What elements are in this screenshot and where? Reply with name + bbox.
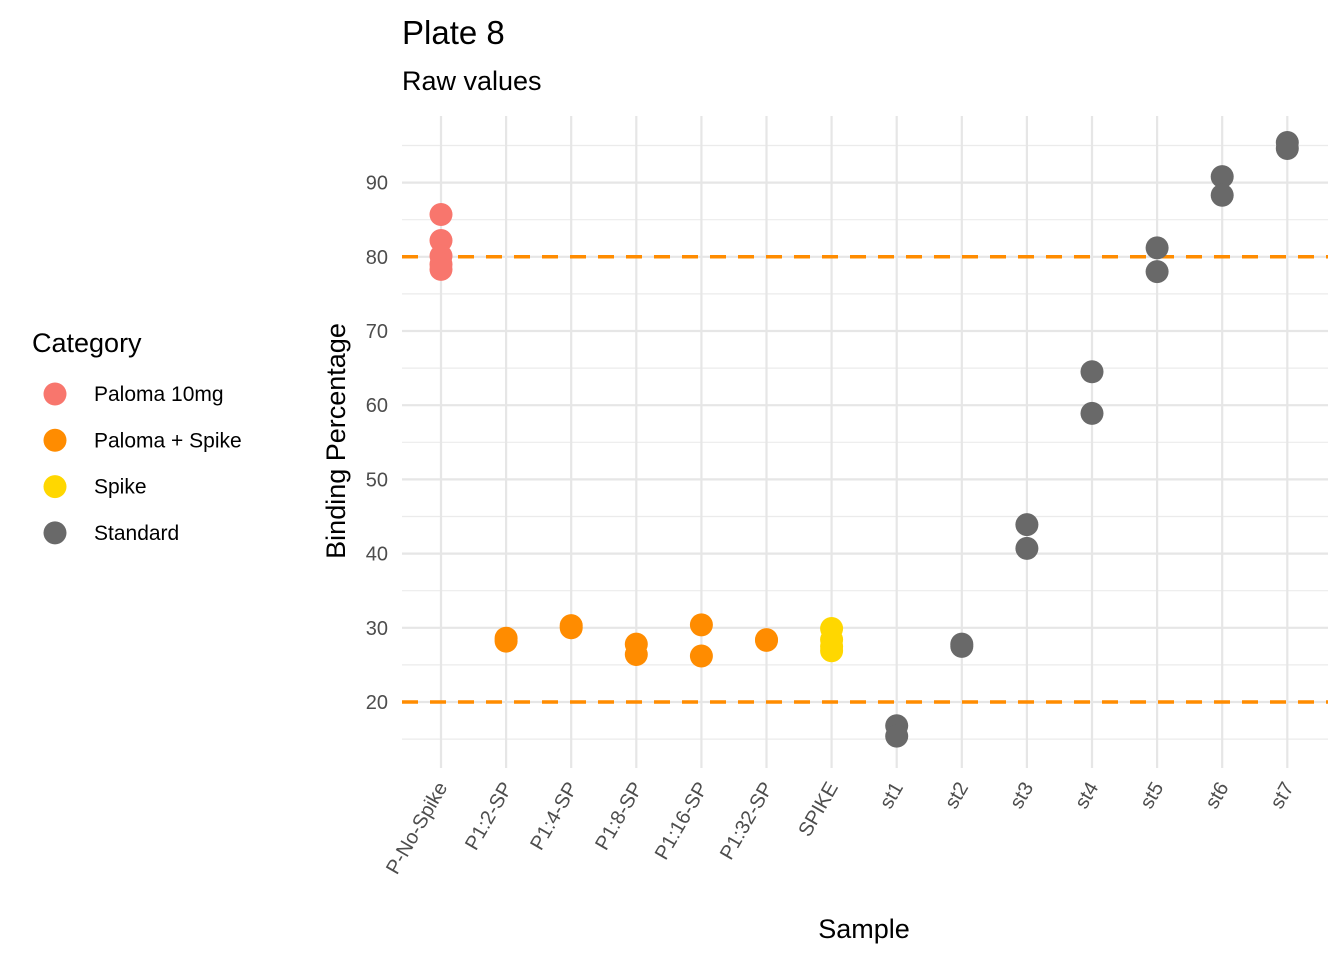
- data-point: [1145, 260, 1169, 284]
- reference-lines: [402, 255, 1328, 704]
- data-point: [1210, 165, 1234, 189]
- data-point: [689, 644, 713, 668]
- data-point: [559, 616, 583, 640]
- x-tick-label: st3: [1006, 779, 1038, 813]
- legend: Category Paloma 10mg Paloma + Spike Spike S…: [32, 328, 242, 545]
- x-tick-label: st4: [1071, 779, 1103, 813]
- data-point: [885, 724, 909, 748]
- x-tick-label: st2: [941, 779, 973, 813]
- data-point: [1080, 360, 1104, 384]
- chart-title: Plate 8: [402, 14, 505, 51]
- legend-label: Spike: [94, 476, 147, 499]
- x-axis-ticks: P-No-Spike P1:2-SP P1:4-SP P1:8-SP P1:16-SP P…: [382, 779, 1298, 879]
- data-point: [1015, 536, 1039, 560]
- data-point: [429, 203, 453, 227]
- plot-panel: [402, 116, 1328, 768]
- legend-key: [43, 382, 67, 406]
- grid-lines: [402, 116, 1328, 768]
- x-axis-title: Sample: [818, 914, 910, 944]
- x-tick-label: P1:32-SP: [716, 779, 778, 864]
- data-point: [820, 639, 844, 663]
- data-point: [624, 643, 648, 667]
- y-tick-label: 40: [366, 544, 388, 566]
- data-point: [689, 613, 713, 637]
- data-point: [494, 629, 518, 653]
- x-tick-label: st7: [1266, 779, 1298, 813]
- data-point: [755, 628, 778, 652]
- x-tick-label: P1:4-SP: [526, 779, 582, 855]
- data-point: [1015, 513, 1039, 537]
- data-point: [1145, 236, 1169, 260]
- y-axis-title: Binding Percentage: [321, 323, 351, 559]
- legend-label: Paloma + Spike: [94, 429, 242, 452]
- data-point: [1080, 401, 1104, 425]
- x-tick-label: st1: [876, 779, 908, 813]
- data-point: [1275, 136, 1299, 160]
- legend-key: [43, 428, 67, 452]
- legend-label: Standard: [94, 522, 179, 545]
- y-tick-label: 80: [366, 247, 388, 269]
- x-tick-label: SPIKE: [794, 779, 843, 841]
- x-tick-label: st5: [1136, 779, 1168, 813]
- y-tick-label: 90: [366, 173, 388, 195]
- y-tick-label: 50: [366, 469, 388, 491]
- y-tick-label: 70: [366, 321, 388, 343]
- x-tick-label: P-No-Spike: [382, 779, 452, 879]
- x-tick-label: P1:8-SP: [591, 779, 647, 855]
- legend-key: [43, 475, 67, 499]
- y-tick-label: 20: [366, 692, 388, 714]
- chart-subtitle: Raw values: [402, 66, 542, 96]
- x-tick-label: P1:16-SP: [651, 779, 713, 864]
- legend-items: Paloma 10mg Paloma + Spike Spike Standard: [43, 382, 242, 545]
- data-point: [1210, 183, 1234, 207]
- legend-title: Category: [32, 328, 142, 358]
- y-tick-label: 30: [366, 618, 388, 640]
- data-points: [429, 131, 1299, 748]
- data-point: [429, 257, 453, 281]
- y-tick-label: 60: [366, 395, 388, 417]
- legend-key: [43, 521, 67, 545]
- x-tick-label: P1:2-SP: [461, 779, 517, 855]
- legend-label: Paloma 10mg: [94, 383, 224, 406]
- x-tick-label: st6: [1201, 779, 1233, 813]
- y-axis-ticks: 20 30 40 50 60 70 80 90: [366, 173, 388, 714]
- data-point: [950, 634, 974, 658]
